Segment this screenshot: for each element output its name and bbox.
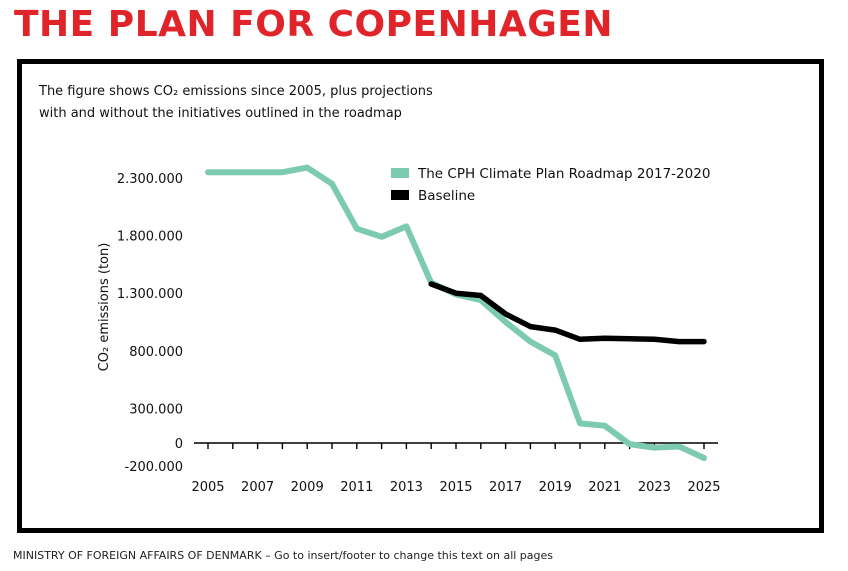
x-tick-label: 2021	[588, 480, 621, 495]
legend-swatch-baseline	[391, 190, 409, 200]
series-line-baseline	[428, 281, 707, 345]
x-tick-label: 2005	[191, 480, 224, 495]
x-tick-label: 2023	[638, 480, 671, 495]
x-tick-label: 2007	[241, 480, 274, 495]
x-tick-label: 2017	[489, 480, 522, 495]
legend-label-roadmap: The CPH Climate Plan Roadmap 2017-2020	[417, 166, 710, 182]
y-tick-label: 800.000	[129, 345, 183, 360]
x-tick-label: 2015	[439, 480, 472, 495]
footer-text: MINISTRY OF FOREIGN AFFAIRS OF DENMARK –…	[13, 549, 554, 562]
y-tick-label: -200.000	[125, 460, 183, 475]
legend: The CPH Climate Plan Roadmap 2017-2020 Ba…	[391, 166, 710, 204]
page-title: THE PLAN FOR COPENHAGEN	[14, 4, 613, 45]
chart-title-line-1: The figure shows CO₂ emissions since 200…	[38, 84, 433, 99]
legend-swatch-roadmap	[391, 168, 409, 178]
x-tick-label: 2019	[539, 480, 572, 495]
y-tick-label: 300.000	[129, 402, 183, 417]
x-tick-label: 2013	[390, 480, 423, 495]
y-axis-label: CO₂ emissions (ton)	[97, 243, 112, 372]
chart-title-line-2: with and without the initiatives outline…	[39, 106, 402, 121]
series-layer	[205, 164, 707, 461]
x-axis: 2005 2007 2009 2011 2013 2015 2017 2019 2021 2023…	[191, 442, 721, 495]
co2-emissions-chart: The figure shows CO₂ emissions since 200…	[38, 84, 721, 495]
x-tick-label: 2011	[340, 480, 373, 495]
x-tick-label: 2009	[291, 480, 324, 495]
y-tick-label: 1.300.000	[117, 287, 183, 302]
chart-frame: The figure shows CO₂ emissions since 200…	[17, 59, 824, 533]
y-axis: 2.300.000 1.800.000 1.300.000 800.000 300.00…	[117, 172, 183, 475]
series-line-roadmap	[205, 164, 707, 461]
y-tick-label: 2.300.000	[117, 172, 183, 187]
legend-label-baseline: Baseline	[418, 188, 475, 204]
y-tick-label: 1.800.000	[117, 230, 183, 245]
x-tick-label: 2025	[687, 480, 720, 495]
y-tick-label: 0	[175, 437, 183, 452]
